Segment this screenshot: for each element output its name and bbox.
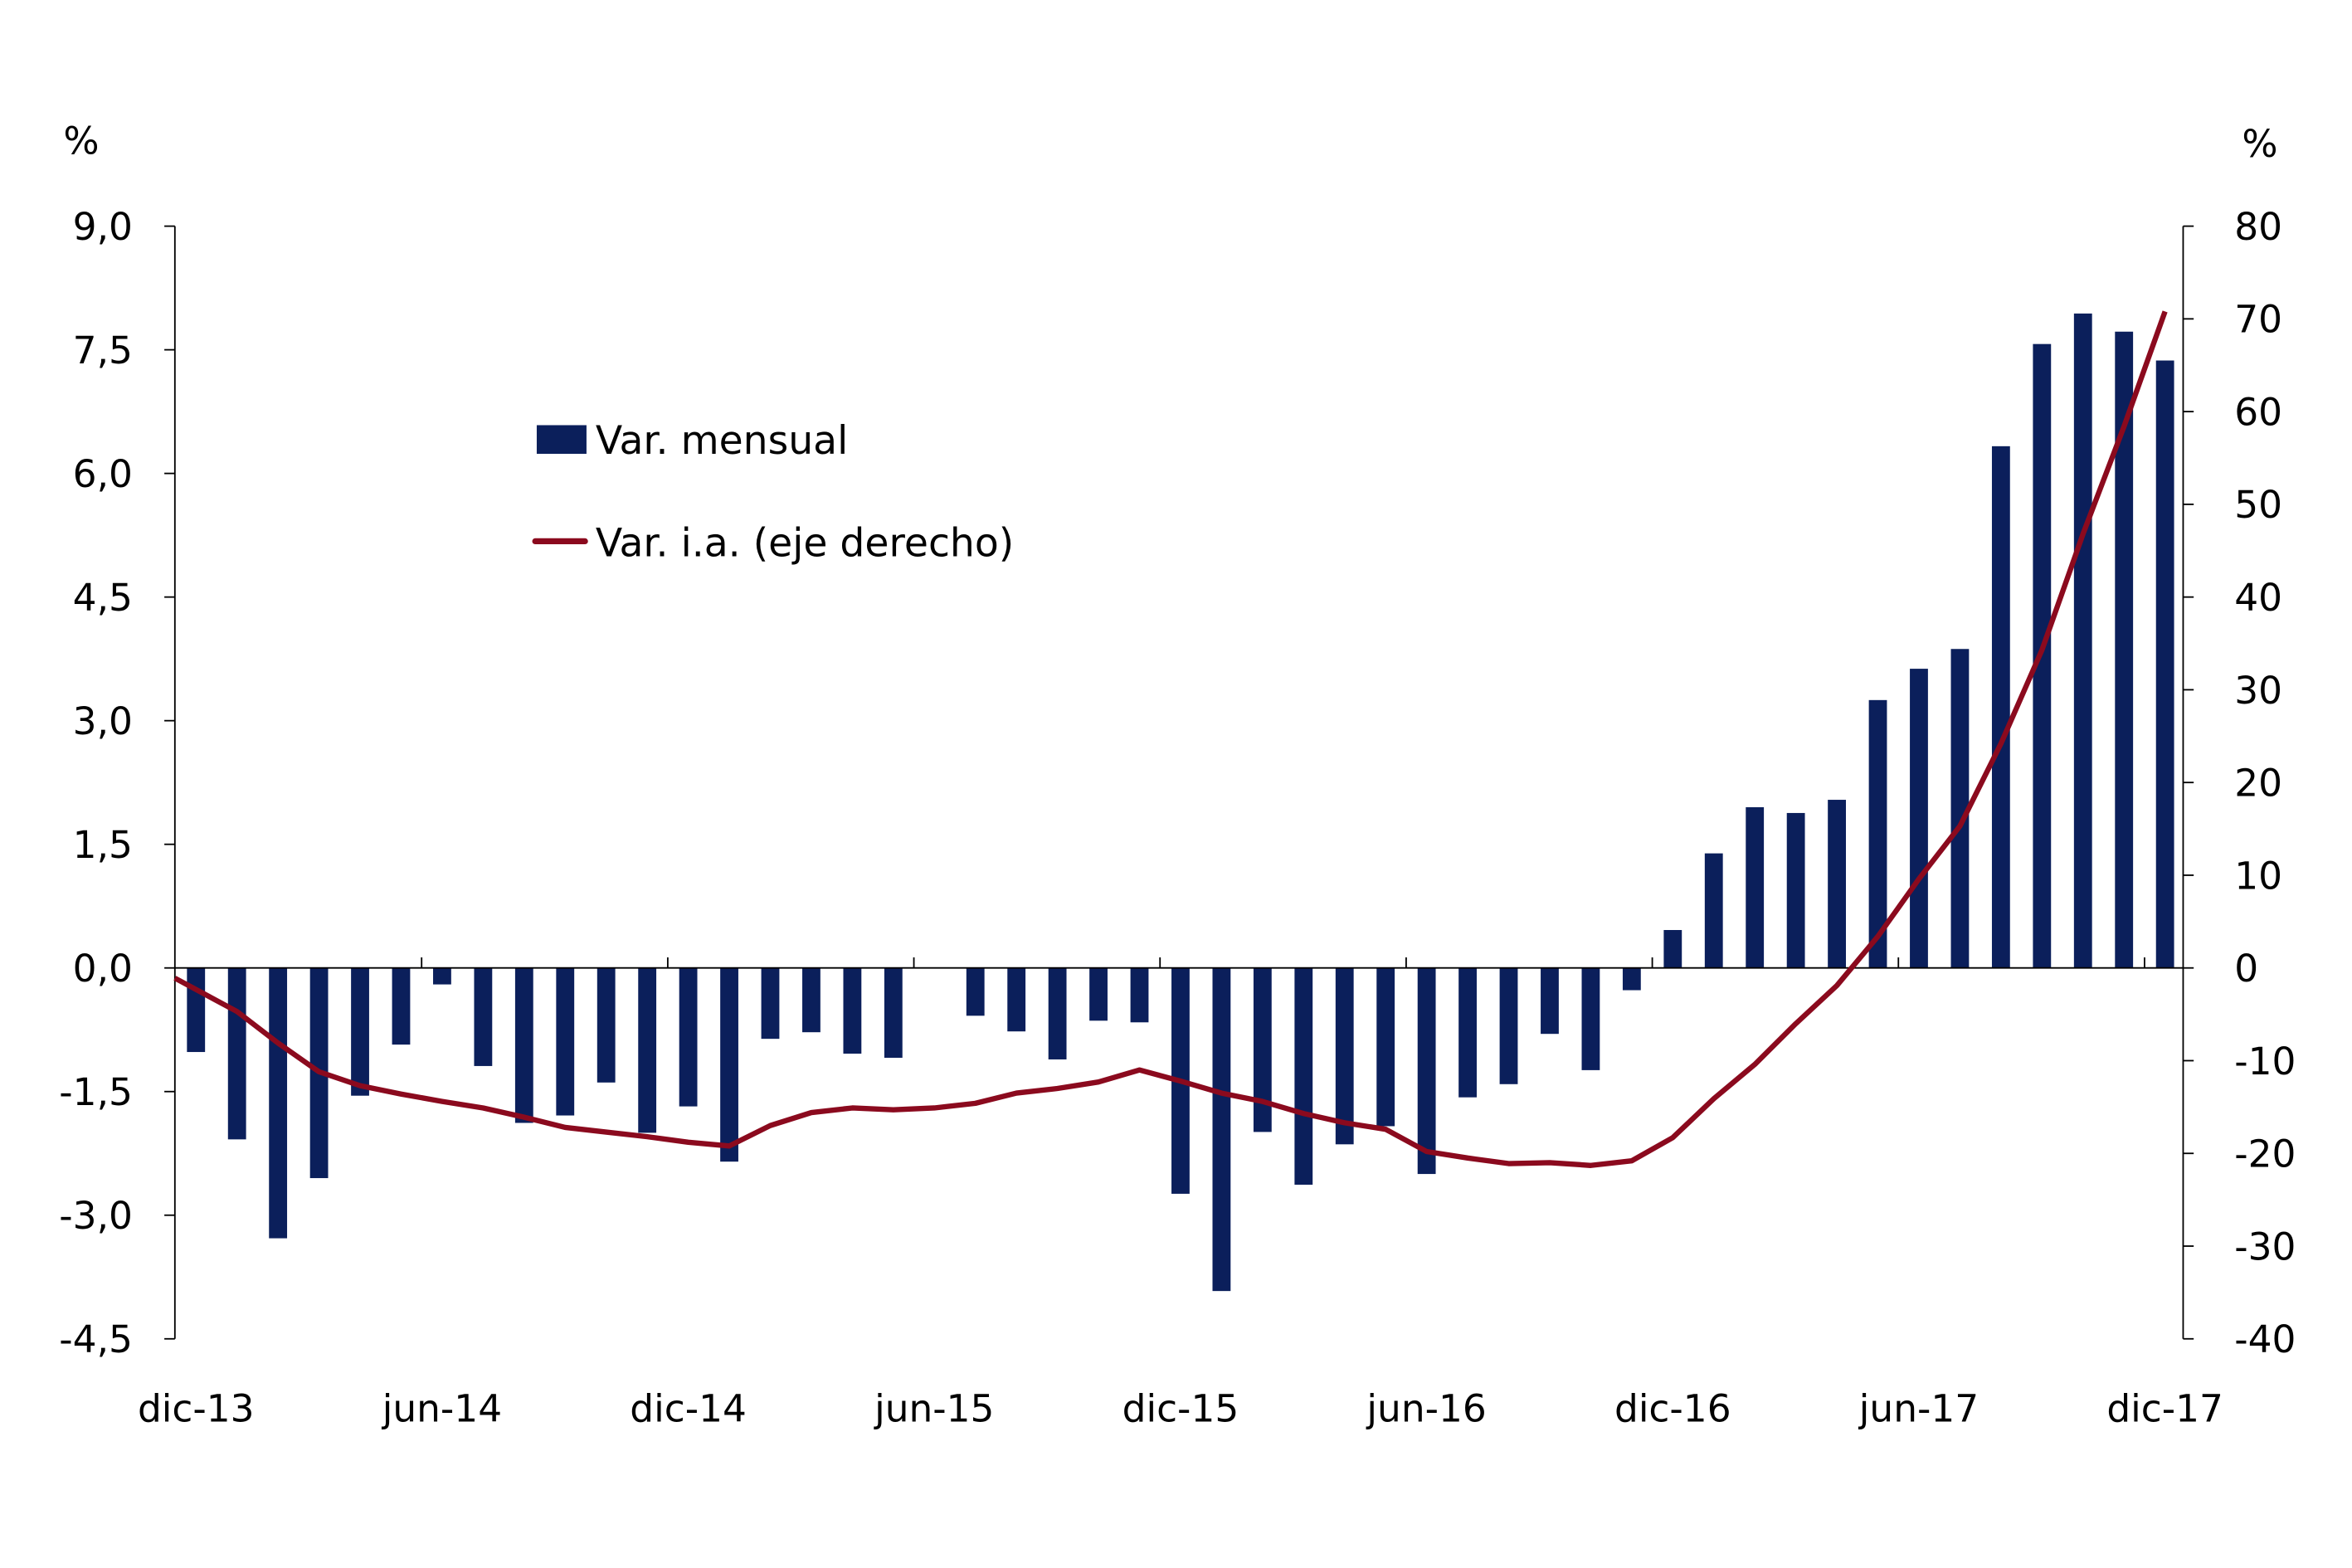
bar (966, 967, 985, 1016)
x-tick-label: dic-15 (1122, 1387, 1239, 1431)
bar (2073, 313, 2092, 968)
x-tick-label: dic-16 (1614, 1387, 1731, 1431)
left-tick-label: -1,5 (59, 1070, 133, 1114)
bar (1376, 967, 1395, 1127)
right-axis: 80 70 60 50 40 30 20 10 0 -10 -20 -30 -40 (2182, 205, 2296, 1361)
left-tick-label: 3,0 (73, 699, 133, 743)
right-tick-label: -30 (2234, 1225, 2296, 1269)
x-tick-label: dic-13 (138, 1387, 255, 1431)
bar (269, 967, 288, 1239)
bar (1089, 967, 1108, 1021)
right-tick-label: 10 (2234, 854, 2282, 898)
left-tick-label: 4,5 (73, 576, 133, 620)
bar (1746, 806, 1765, 968)
left-tick-label: -3,0 (59, 1194, 133, 1238)
x-tick-label: dic-17 (2106, 1387, 2223, 1431)
bar (597, 967, 616, 1083)
right-tick-label: 20 (2234, 762, 2282, 806)
bar (1622, 967, 1641, 991)
bar (1499, 967, 1518, 1084)
bar (1910, 669, 1928, 968)
x-tick-label: jun-17 (1858, 1387, 1979, 1431)
x-tick-label: dic-14 (630, 1387, 747, 1431)
bar (2155, 360, 2174, 968)
bar (843, 967, 862, 1054)
bar (1212, 967, 1231, 1292)
bar (1991, 446, 2010, 968)
bar (1786, 812, 1805, 968)
bar (1704, 853, 1723, 968)
bar (1581, 967, 1600, 1070)
right-tick-label: 80 (2234, 205, 2282, 249)
bar (1335, 967, 1354, 1145)
bar (187, 967, 206, 1053)
line-path (173, 310, 2168, 1168)
bar (1417, 967, 1436, 1175)
legend: Var. mensual Var. i.a. (eje derecho) (532, 418, 1014, 567)
right-tick-label: 50 (2234, 483, 2282, 527)
legend-label-line: Var. i.a. (eje derecho) (596, 521, 1014, 567)
right-tick-label: -20 (2234, 1132, 2296, 1176)
x-tick-label: jun-15 (874, 1387, 994, 1431)
left-tick-label: 1,5 (73, 823, 133, 867)
right-tick-label: 70 (2234, 298, 2282, 342)
bar (1294, 967, 1313, 1185)
right-tick-label: 30 (2234, 669, 2282, 713)
bar (1868, 699, 1887, 968)
left-axis-unit: % (63, 119, 99, 163)
right-tick-label: 60 (2234, 390, 2282, 434)
bar (1458, 967, 1477, 1098)
bar (2115, 331, 2134, 968)
bar (1950, 649, 1970, 968)
bar (1828, 800, 1846, 968)
left-tick-label: 6,0 (73, 452, 133, 496)
left-tick-label: 9,0 (73, 205, 133, 249)
left-tick-label: 0,0 (73, 947, 133, 991)
left-axis: 9,0 7,5 6,0 4,5 3,0 1,5 0,0 -1,5 -3,0 -4,5 (59, 205, 176, 1361)
bar (474, 967, 493, 1066)
right-tick-label: -40 (2234, 1317, 2296, 1361)
bar (761, 967, 780, 1040)
bar-series (187, 313, 2174, 1292)
bar (679, 967, 698, 1107)
bar (433, 967, 451, 985)
bar (1541, 967, 1559, 1035)
legend-label-bar: Var. mensual (596, 418, 848, 464)
bar (392, 967, 411, 1045)
right-axis-unit: % (2242, 122, 2277, 166)
line-series (173, 310, 2168, 1168)
bar (1048, 967, 1067, 1059)
right-tick-label: -10 (2234, 1040, 2296, 1083)
right-tick-label: 0 (2234, 947, 2258, 991)
x-tick-label: jun-14 (382, 1387, 502, 1431)
bar (1007, 967, 1026, 1032)
bar (638, 967, 657, 1133)
bar (1663, 930, 1682, 968)
legend-swatch-bar (536, 425, 587, 455)
bar (884, 967, 903, 1058)
bar (802, 967, 821, 1033)
bar (351, 967, 369, 1096)
bar (227, 967, 246, 1140)
bar (514, 967, 533, 1123)
x-axis: dic-13 jun-14 dic-14 jun-15 dic-15 jun-16 dic-… (138, 957, 2223, 1431)
left-tick-label: -4,5 (59, 1317, 133, 1361)
bar (1130, 967, 1149, 1023)
bar (720, 967, 738, 1162)
bar (1253, 967, 1272, 1132)
x-tick-label: jun-16 (1366, 1387, 1486, 1431)
bar (556, 967, 575, 1116)
right-tick-label: 40 (2234, 576, 2282, 620)
left-tick-label: 7,5 (73, 329, 133, 373)
